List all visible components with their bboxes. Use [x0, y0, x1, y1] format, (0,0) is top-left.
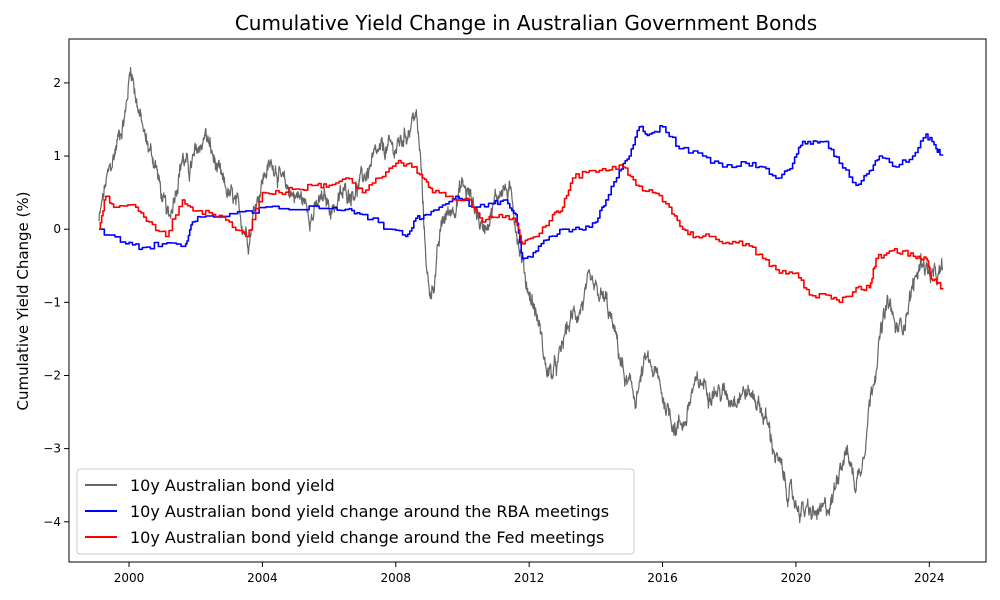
- series-line-2: [99, 159, 944, 304]
- legend-box: [76, 468, 635, 555]
- legend: 10y Australian bond yield 10y Australian …: [76, 468, 635, 555]
- y-tick-label: −3: [43, 442, 61, 456]
- y-tick-label: 2: [53, 76, 61, 90]
- x-tick-label: 2016: [647, 571, 678, 585]
- x-axis: 2000 2004 2008 2012 2016 2020 2024: [114, 562, 945, 585]
- x-tick-label: 2000: [114, 571, 145, 585]
- x-tick-label: 2020: [781, 571, 812, 585]
- y-tick-label: 0: [53, 222, 61, 236]
- y-axis-label: Cumulative Yield Change (%): [14, 191, 32, 410]
- y-tick-label: 1: [53, 149, 61, 163]
- y-tick-label: −2: [43, 368, 61, 382]
- x-tick-label: 2012: [514, 571, 545, 585]
- plot-border: [68, 38, 987, 563]
- y-axis: 2 1 0 −1 −2 −3 −4: [43, 76, 69, 529]
- series-line-1: [99, 125, 944, 260]
- legend-label: 10y Australian bond yield: [130, 476, 335, 495]
- series-layer: [98, 67, 944, 524]
- legend-label: 10y Australian bond yield change around …: [130, 528, 604, 547]
- legend-label: 10y Australian bond yield change around …: [130, 502, 609, 521]
- x-tick-label: 2004: [247, 571, 278, 585]
- x-tick-label: 2024: [914, 571, 945, 585]
- y-tick-label: −1: [43, 295, 61, 309]
- y-tick-label: −4: [43, 515, 61, 529]
- chart-title: Cumulative Yield Change in Australian Go…: [235, 11, 817, 35]
- x-tick-label: 2008: [381, 571, 412, 585]
